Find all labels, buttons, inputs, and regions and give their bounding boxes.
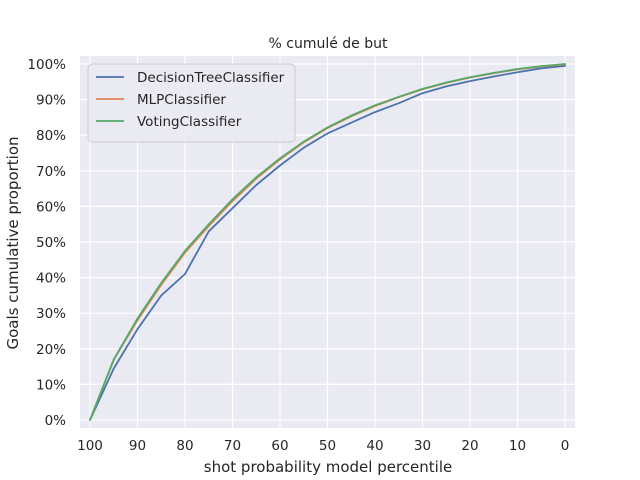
- x-tick-label: 40: [366, 438, 383, 454]
- x-tick-label: 90: [129, 438, 146, 454]
- series-line-decisiontreeclassifier: [89, 64, 566, 421]
- y-tick-label: 0%: [45, 413, 67, 429]
- legend-box: [87, 63, 296, 143]
- x-tick-label: 80: [176, 438, 193, 454]
- y-tick-label: 100%: [27, 57, 66, 73]
- series-line-votingclassifier: [89, 63, 566, 421]
- x-tick-label: 20: [461, 438, 478, 454]
- chart-title: % cumulé de but: [269, 36, 388, 52]
- y-tick-label: 70%: [36, 164, 66, 180]
- y-tick-label: 80%: [36, 128, 66, 144]
- x-tick-label: 100: [77, 438, 103, 454]
- y-axis-label: Goals cumulative proportion: [4, 136, 22, 349]
- y-tick-label: 60%: [36, 199, 66, 215]
- series-lines: [89, 63, 566, 421]
- x-tick-label: 10: [509, 438, 526, 454]
- y-tick-label: 10%: [36, 377, 66, 393]
- y-axis-ticks: 0% 10% 20% 30% 40% 50% 60% 70% 80% 90% 100%: [27, 57, 66, 429]
- x-tick-label: 70: [224, 438, 241, 454]
- y-tick-label: 30%: [36, 306, 66, 322]
- y-tick-label: 50%: [36, 235, 66, 251]
- x-axis-ticks: 100 90 80 70 60 50 40 30 20 10 0: [77, 438, 569, 454]
- legend-label: MLPClassifier: [137, 92, 226, 108]
- y-tick-label: 90%: [36, 93, 66, 109]
- x-tick-label: 30: [414, 438, 431, 454]
- x-tick-label: 60: [271, 438, 288, 454]
- legend: DecisionTreeClassifier MLPClassifier Votin…: [87, 63, 296, 143]
- y-tick-label: 40%: [36, 271, 66, 287]
- x-tick-label: 50: [319, 438, 336, 454]
- legend-label: DecisionTreeClassifier: [137, 70, 285, 86]
- x-tick-label: 0: [561, 438, 570, 454]
- legend-label: VotingClassifier: [137, 114, 242, 130]
- x-axis-label: shot probability model percentile: [204, 458, 452, 476]
- y-tick-label: 20%: [36, 342, 66, 358]
